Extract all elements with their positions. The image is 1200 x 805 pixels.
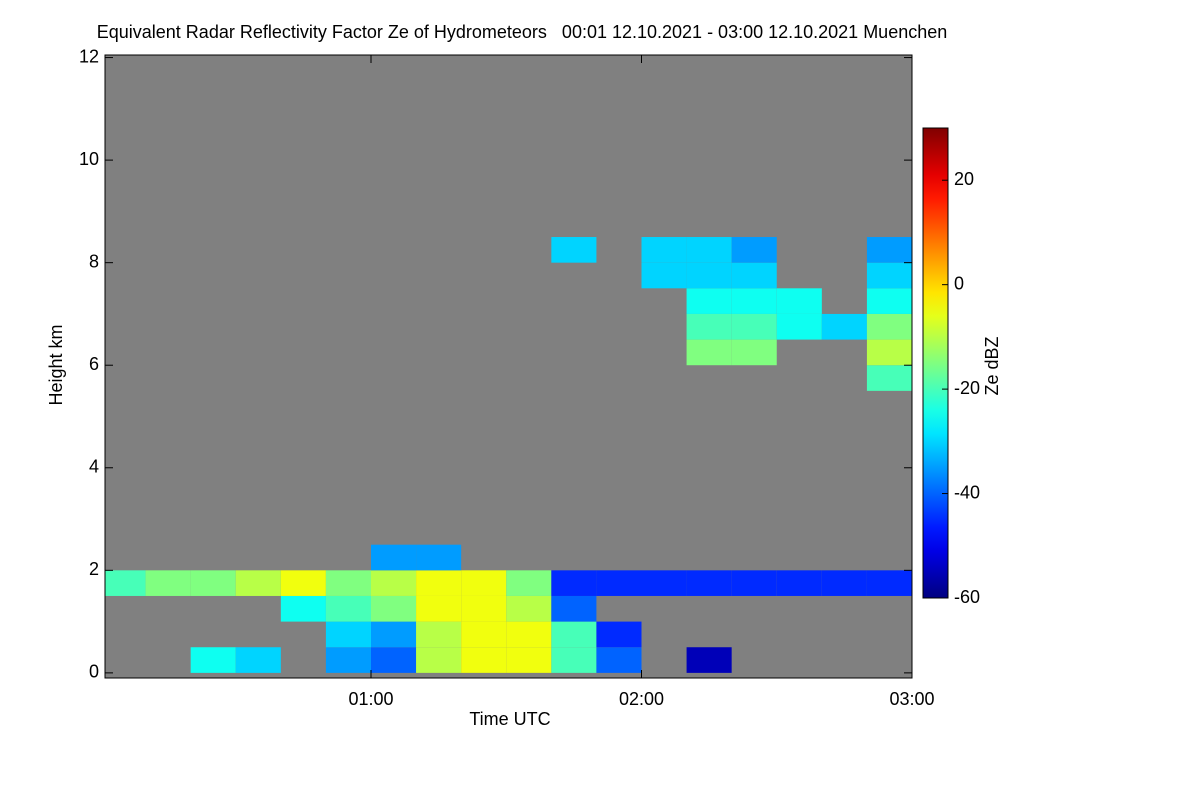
heatmap-cell [370, 544, 417, 571]
heatmap-cell [235, 647, 281, 673]
colorbar-tick-label: 0 [954, 273, 964, 293]
heatmap-cell [506, 621, 552, 648]
heatmap-cell [190, 570, 236, 596]
colorbar-label: Ze dBZ [982, 336, 1002, 395]
heatmap-cell [596, 621, 642, 648]
heatmap-cell [731, 237, 777, 263]
heatmap-cell [370, 647, 417, 673]
y-tick-label: 2 [89, 559, 99, 579]
heatmap-cell [461, 595, 507, 622]
heatmap-cell [551, 621, 597, 648]
heatmap-cell [551, 647, 597, 673]
colorbar-tick-label: 20 [954, 169, 974, 189]
heatmap-cell [866, 570, 912, 596]
heatmap-cell [641, 570, 687, 596]
heatmap-cell [416, 544, 462, 571]
x-tick-label: 01:00 [348, 689, 393, 709]
heatmap-cell [506, 595, 552, 622]
y-tick-label: 4 [89, 457, 99, 477]
heatmap-cell [145, 570, 191, 596]
heatmap-cell [821, 570, 867, 596]
heatmap-cell [416, 570, 462, 596]
heatmap-cell [280, 570, 326, 596]
plot-frame [104, 54, 913, 679]
colorbar-tick-label: -40 [954, 482, 980, 502]
heatmap-cell [866, 288, 912, 314]
heatmap-cell [686, 262, 732, 289]
heatmap-cell [105, 570, 146, 596]
colorbar [922, 127, 949, 599]
heatmap-cell [370, 595, 417, 622]
heatmap-cell [776, 570, 822, 596]
y-axis-label: Height km [46, 324, 66, 405]
heatmap-cell [686, 288, 732, 314]
heatmap-cell [461, 647, 507, 673]
colorbar-tick-label: -20 [954, 378, 980, 398]
heatmap-cell [776, 288, 822, 314]
heatmap-cell [686, 339, 732, 366]
y-tick-label: 10 [79, 149, 99, 169]
heatmap-cell [235, 570, 281, 596]
heatmap-cell [776, 313, 822, 340]
heatmap-cell [506, 647, 552, 673]
y-tick-label: 0 [89, 662, 99, 682]
heatmap-cell [370, 570, 417, 596]
heatmap-cell [731, 339, 777, 366]
heatmap-cell [731, 262, 777, 289]
heatmap-cell [416, 647, 462, 673]
heatmap-cell [596, 647, 642, 673]
heatmap-cell [866, 262, 912, 289]
heatmap-cell [190, 647, 236, 673]
heatmap-cell [866, 339, 912, 366]
heatmap-cell [325, 621, 371, 648]
heatmap-cell [731, 313, 777, 340]
heatmap-cell [370, 621, 417, 648]
heatmap-cell [866, 237, 912, 263]
colorbar-tick-label: -60 [954, 587, 980, 607]
heatmap-cell [686, 237, 732, 263]
x-tick-label: 03:00 [889, 689, 934, 709]
heatmap-cell [641, 262, 687, 289]
heatmap-cell [325, 647, 371, 673]
heatmap-cell [551, 595, 597, 622]
heatmap-cell [325, 595, 371, 622]
chart-title: Equivalent Radar Reflectivity Factor Ze … [97, 22, 948, 42]
heatmap-cell [506, 570, 552, 596]
heatmap-cell [461, 570, 507, 596]
heatmap-cell [416, 595, 462, 622]
heatmap-cell [416, 621, 462, 648]
heatmap-cell [866, 365, 912, 391]
y-tick-label: 6 [89, 354, 99, 374]
heatmap-cell [821, 313, 867, 340]
heatmap-cell [686, 570, 732, 596]
heatmap-cell [280, 595, 326, 622]
y-tick-label: 8 [89, 251, 99, 271]
heatmap-cell [551, 237, 597, 263]
heatmap-cell [641, 237, 687, 263]
heatmap-cell [596, 570, 642, 596]
heatmap-cell [731, 570, 777, 596]
x-tick-label: 02:00 [619, 689, 664, 709]
x-axis-label: Time UTC [469, 709, 550, 729]
heatmap-cell [686, 647, 732, 673]
y-tick-label: 12 [79, 46, 99, 66]
heatmap-cell [686, 313, 732, 340]
heatmap-cell [325, 570, 371, 596]
heatmap-cell [551, 570, 597, 596]
heatmap-cell [461, 621, 507, 648]
heatmap-cell [866, 313, 912, 340]
heatmap-cell [731, 288, 777, 314]
